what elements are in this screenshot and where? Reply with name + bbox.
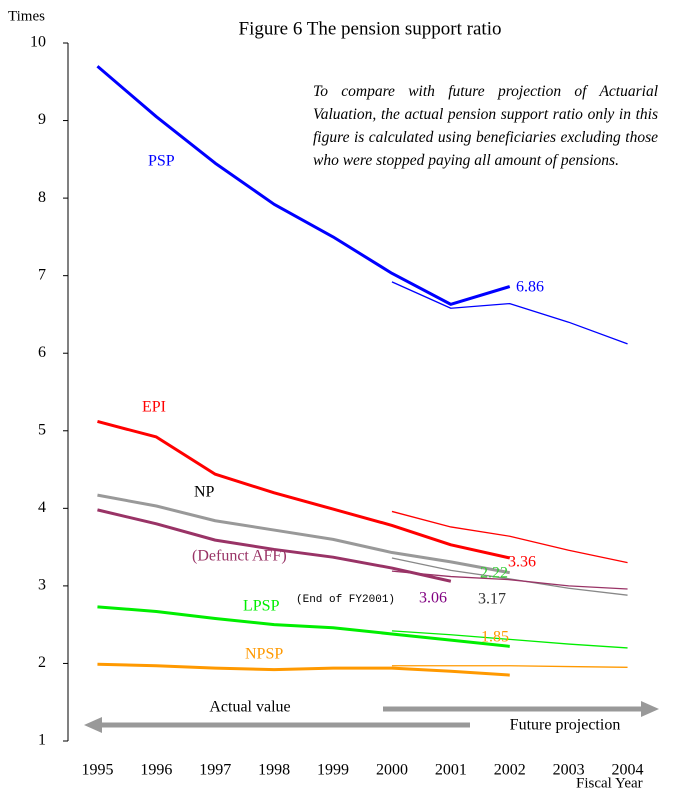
series-label: NPSP: [245, 646, 283, 663]
actual-line: [97, 508, 452, 583]
series-label: (Defunct AFF): [192, 548, 287, 565]
actual-line: [97, 420, 511, 560]
x-tick-label: 1995: [81, 762, 113, 779]
x-tick-label: 1996: [140, 762, 172, 779]
future-arrow: [383, 701, 659, 717]
note: To compare with future projection of Act…: [313, 83, 658, 169]
data-label: 1.85: [481, 629, 509, 646]
x-tick-label: 2002: [494, 762, 526, 779]
series-label: LPSP: [243, 598, 280, 615]
annotation: Future projection: [510, 717, 621, 734]
actual-line: [96, 65, 511, 306]
y-tick-label: 8: [38, 189, 46, 206]
series-label: EPI: [142, 399, 166, 416]
y-tick-label: 7: [38, 266, 46, 283]
x-tick-label: 2001: [435, 762, 467, 779]
x-tick-label: 1998: [258, 762, 290, 779]
actual-arrow: [84, 717, 470, 733]
projection-line: [391, 570, 628, 590]
data-label: 6.86: [516, 279, 544, 296]
data-label: 2.22: [480, 565, 508, 582]
data-label: 3.17: [478, 591, 506, 608]
projection-line: [391, 281, 628, 345]
series-label: PSP: [148, 153, 175, 170]
projection-line: [391, 557, 628, 596]
x-tick-label: 2000: [376, 762, 408, 779]
x-tick-label: 1997: [199, 762, 231, 779]
y-tick-label: 9: [38, 111, 46, 128]
y-axis-label: Times: [8, 8, 45, 24]
y-tick-label: 1: [38, 732, 46, 749]
annotation: (End of FY2001): [296, 594, 395, 606]
y-tick-label: 2: [38, 654, 46, 671]
series-label: NP: [194, 484, 215, 501]
annotation: Actual value: [209, 699, 290, 716]
chart-title: Figure 6 The pension support ratio: [239, 18, 502, 39]
x-tick-label: 2004: [612, 762, 644, 779]
actual-line: [97, 493, 511, 575]
y-tick-label: 4: [38, 499, 46, 516]
data-label: 3.36: [508, 554, 536, 571]
projection-line: [391, 665, 628, 668]
data-label: 3.06: [419, 590, 447, 607]
y-tick-label: 6: [38, 344, 46, 361]
projection-line: [391, 510, 628, 564]
x-tick-label: 1999: [317, 762, 349, 779]
y-tick-label: 10: [30, 34, 46, 51]
x-tick-label: 2003: [553, 762, 585, 779]
actual-line: [97, 662, 510, 677]
y-tick-label: 5: [38, 421, 46, 438]
y-tick-label: 3: [38, 577, 46, 594]
x-axis-label: Fiscal Year: [576, 775, 643, 791]
projection-line: [391, 630, 628, 649]
actual-line: [97, 605, 510, 648]
